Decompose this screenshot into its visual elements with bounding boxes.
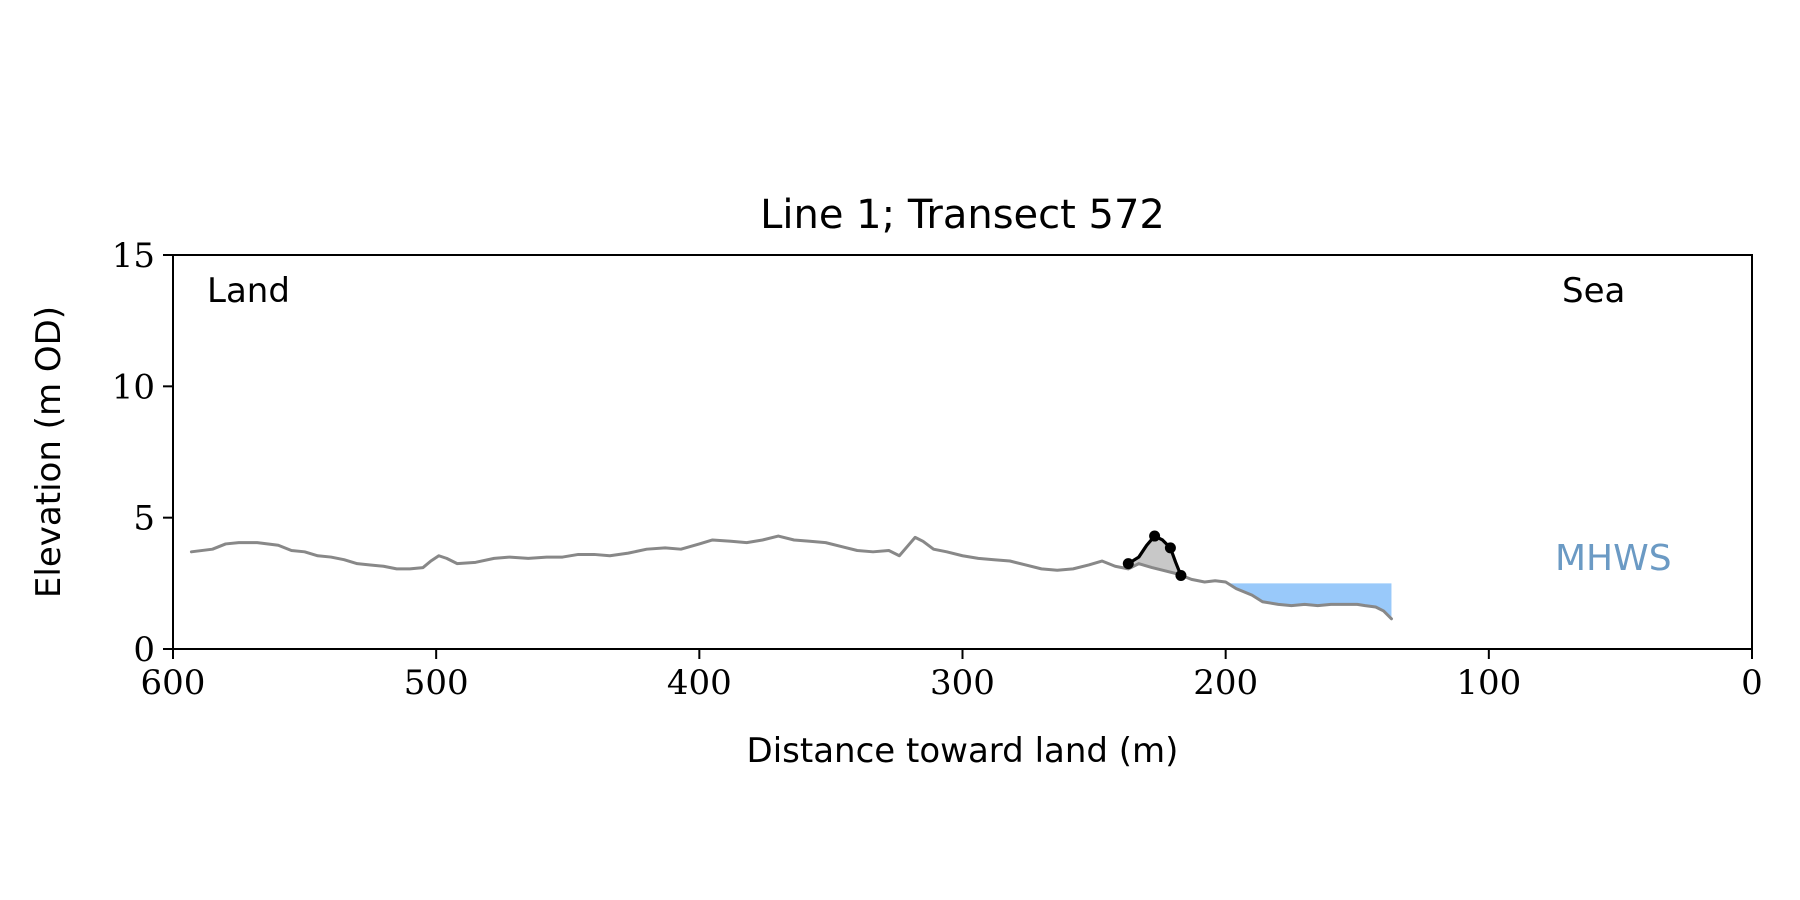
chart-title: Line 1; Transect 572 bbox=[760, 192, 1165, 238]
x-tick-label: 300 bbox=[930, 663, 995, 703]
y-tick-label: 10 bbox=[112, 367, 155, 407]
dune-marker bbox=[1175, 569, 1187, 581]
land-annotation: Land bbox=[207, 271, 290, 311]
x-tick-label: 600 bbox=[141, 663, 206, 703]
y-tick-label: 15 bbox=[112, 236, 155, 276]
x-tick-label: 200 bbox=[1193, 663, 1258, 703]
dune-marker bbox=[1149, 530, 1161, 542]
dune-marker bbox=[1164, 542, 1176, 554]
x-axis: 600 500 400 300 200 100 0 bbox=[141, 649, 1763, 703]
elevation-profile-line bbox=[189, 534, 1393, 621]
y-tick-label: 0 bbox=[133, 630, 155, 670]
x-tick-label: 500 bbox=[404, 663, 469, 703]
y-axis: 0 5 10 15 bbox=[112, 236, 173, 670]
sea-annotation: Sea bbox=[1562, 271, 1625, 311]
x-axis-label: Distance toward land (m) bbox=[747, 731, 1179, 771]
mhws-annotation: MHWS bbox=[1555, 538, 1672, 579]
mhws-water-area bbox=[1225, 582, 1392, 619]
x-tick-label: 100 bbox=[1456, 663, 1521, 703]
x-tick-label: 0 bbox=[1741, 663, 1763, 703]
dune-marker bbox=[1122, 558, 1134, 570]
marker-layer bbox=[1122, 530, 1187, 581]
plot-frame bbox=[172, 254, 1753, 650]
y-tick-label: 5 bbox=[133, 499, 155, 539]
x-tick-label: 400 bbox=[667, 663, 732, 703]
line-layer bbox=[189, 534, 1393, 621]
y-axis-label: Elevation (m OD) bbox=[29, 306, 69, 598]
